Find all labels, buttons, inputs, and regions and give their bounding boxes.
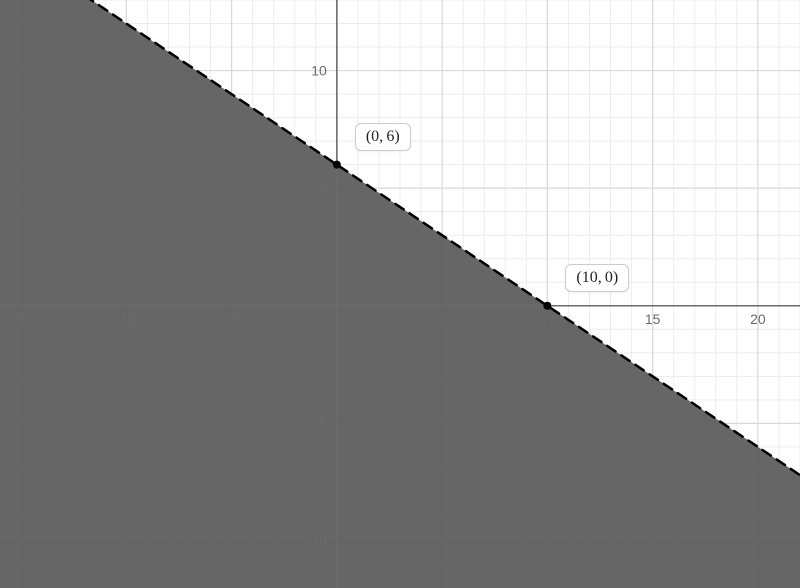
svg-text:15: 15 [645, 311, 661, 327]
point-label-10-0: (10, 0) [565, 264, 629, 292]
svg-text:20: 20 [750, 311, 766, 327]
svg-text:-5: -5 [314, 415, 327, 431]
inequality-graph: 5 -10 -5 5 10 15 20 -10 -5 5 10 (0, 6) (10, 0) [0, 0, 800, 588]
svg-text:-10: -10 [307, 533, 327, 549]
svg-text:5: 5 [319, 180, 327, 196]
svg-text:5: 5 [438, 311, 446, 327]
svg-text:5: 5 [17, 311, 25, 327]
svg-text:-5: -5 [225, 311, 238, 327]
chart-canvas: 5 -10 -5 5 10 15 20 -10 -5 5 10 [0, 0, 800, 588]
svg-text:-10: -10 [116, 311, 136, 327]
point-label-0-6: (0, 6) [355, 123, 411, 151]
svg-text:10: 10 [540, 311, 556, 327]
svg-text:10: 10 [311, 63, 327, 79]
